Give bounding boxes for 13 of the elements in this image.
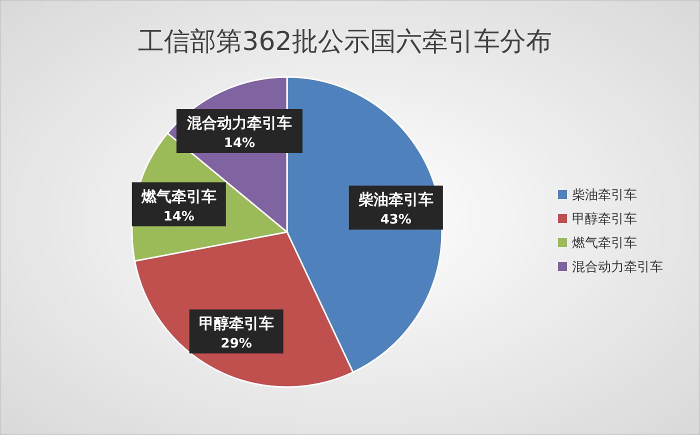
data-label: 14% xyxy=(224,136,256,152)
slice-label: 柴油牵引车 xyxy=(572,188,637,203)
legend-label: 混合动力牵引车 xyxy=(572,260,663,275)
data-label: 43% xyxy=(380,212,412,228)
slice-label: 燃气牵引车 xyxy=(140,187,216,206)
chart-title: 工信部第362批公示国六牵引车分布 xyxy=(138,27,552,57)
data-label: 29% xyxy=(220,336,252,352)
legend-label: 甲醇牵引车 xyxy=(572,212,637,227)
slice-label: 柴油牵引车 xyxy=(357,190,434,209)
legend-label: 燃气牵引车 xyxy=(572,236,637,251)
slice-label: 混合动力牵引车 xyxy=(186,114,292,132)
data-label: 14% xyxy=(163,209,194,224)
slice-label: 甲醇牵引车 xyxy=(198,314,274,332)
